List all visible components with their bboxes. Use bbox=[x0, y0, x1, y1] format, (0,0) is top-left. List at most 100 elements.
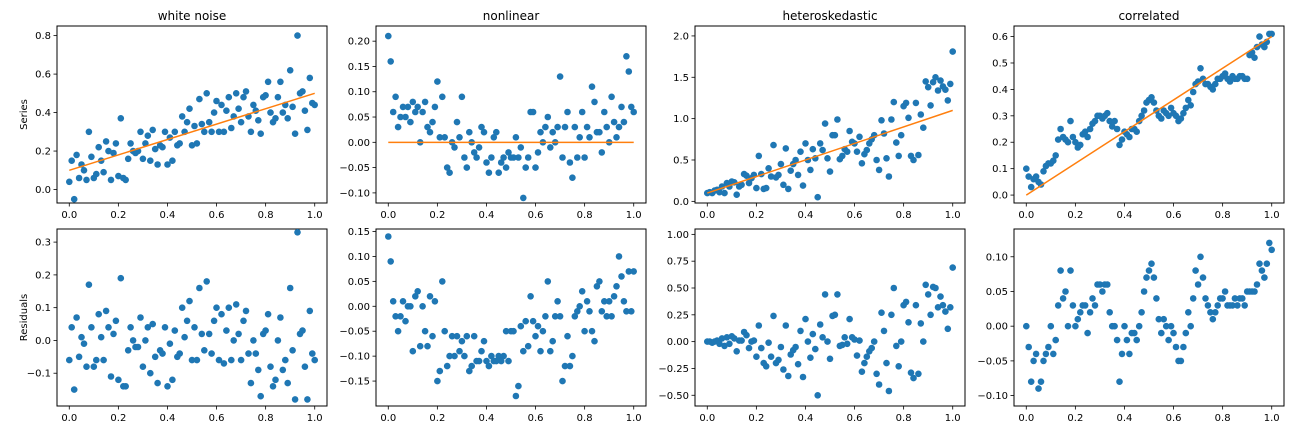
y-tick-label: 1.00 bbox=[667, 230, 689, 241]
scatter-point bbox=[210, 317, 218, 325]
scatter-point bbox=[178, 113, 186, 120]
scatter-point bbox=[1111, 117, 1118, 125]
scatter-point bbox=[532, 164, 539, 171]
scatter-point bbox=[272, 376, 279, 384]
scatter-point bbox=[618, 273, 625, 280]
scatter-point bbox=[193, 356, 201, 364]
x-tick-label: 1.0 bbox=[1264, 413, 1280, 424]
fit-line bbox=[1025, 35, 1273, 196]
scatter-point bbox=[279, 109, 287, 116]
scatter-point bbox=[1197, 253, 1204, 261]
scatter-points bbox=[1023, 239, 1275, 392]
scatter-point bbox=[147, 157, 154, 164]
scatter-point bbox=[169, 376, 176, 384]
scatter-point bbox=[1170, 329, 1177, 337]
scatter-point bbox=[1084, 133, 1091, 141]
scatter-point bbox=[80, 167, 88, 174]
scatter-point bbox=[1194, 281, 1202, 288]
scatter-point bbox=[107, 176, 115, 184]
scatter-point bbox=[1054, 302, 1062, 309]
scatter-point bbox=[875, 166, 883, 174]
scatter-point bbox=[1150, 274, 1158, 281]
scatter-point bbox=[885, 387, 893, 395]
scatter-point bbox=[917, 320, 925, 327]
subplot-4: 0.0 0.2 0.4 0.6 0.8 1.0 0.0 0.1 0.2 0.3 0.4 0.5 0.6 c… bbox=[992, 9, 1285, 221]
scatter-point bbox=[878, 309, 885, 317]
scatter-point bbox=[262, 327, 269, 334]
scatter-point bbox=[1050, 350, 1057, 358]
scatter-point bbox=[574, 308, 581, 315]
scatter-point bbox=[93, 170, 100, 178]
scatter-point bbox=[762, 363, 770, 370]
scatter-point bbox=[843, 148, 851, 155]
scatter-point bbox=[176, 140, 183, 147]
scatter-point bbox=[738, 181, 745, 189]
scatter-point bbox=[237, 356, 245, 364]
scatter-point bbox=[208, 128, 215, 136]
scatter-point bbox=[139, 363, 147, 371]
scatter-point bbox=[394, 123, 402, 131]
x-tick-label: 0.4 bbox=[479, 413, 495, 424]
scatter-point bbox=[547, 347, 554, 355]
scatter-point bbox=[1148, 94, 1155, 101]
x-tick-label: 0.6 bbox=[528, 210, 544, 221]
scatter-point bbox=[841, 334, 848, 341]
scatter-point bbox=[171, 327, 179, 334]
scatter-point bbox=[922, 281, 929, 289]
scatter-point bbox=[1180, 343, 1187, 351]
scatter-point bbox=[1243, 75, 1251, 83]
scatter-point bbox=[267, 109, 274, 116]
scatter-point bbox=[856, 337, 863, 344]
scatter-point bbox=[1140, 107, 1148, 114]
scatter-point bbox=[834, 116, 841, 123]
scatter-point bbox=[66, 356, 73, 364]
scatter-point bbox=[922, 78, 929, 85]
y-tick-label: 0.15 bbox=[348, 62, 370, 73]
scatter-point bbox=[1172, 112, 1180, 120]
scatter-point bbox=[205, 330, 213, 338]
scatter-point bbox=[777, 160, 785, 168]
scatter-point bbox=[556, 313, 564, 320]
scatter-point bbox=[1199, 274, 1207, 281]
scatter-point bbox=[480, 128, 488, 136]
scatter-point bbox=[299, 88, 306, 95]
scatter-point bbox=[596, 128, 603, 136]
scatter-point bbox=[1121, 322, 1128, 330]
scatter-point bbox=[549, 337, 556, 345]
scatter-point bbox=[625, 268, 633, 275]
scatter-point bbox=[775, 356, 782, 364]
scatter-point bbox=[284, 115, 292, 122]
scatter-point bbox=[1135, 322, 1143, 330]
scatter-point bbox=[620, 118, 628, 126]
scatter-point bbox=[468, 362, 476, 370]
scatter-point bbox=[286, 284, 294, 292]
scatter-point bbox=[765, 165, 772, 172]
y-tick-label: 0.3 bbox=[992, 111, 1008, 122]
scatter-point bbox=[1133, 336, 1140, 344]
scatter-point bbox=[895, 363, 902, 370]
scatter-point bbox=[431, 103, 439, 111]
scatter-point bbox=[144, 132, 152, 139]
subplot-5: 0.0 0.2 0.4 0.6 0.8 1.0 −0.1 0.0 0.1 0.2 0.3 Residu… bbox=[19, 228, 328, 424]
scatter-point bbox=[620, 298, 628, 305]
scatter-point bbox=[1140, 288, 1148, 295]
scatter-point bbox=[905, 319, 912, 326]
scatter-point bbox=[1081, 128, 1089, 135]
scatter-point bbox=[610, 293, 618, 300]
scatter-point bbox=[856, 133, 863, 141]
scatter-point bbox=[1118, 136, 1126, 143]
scatter-point bbox=[1104, 109, 1111, 117]
scatter-point bbox=[1052, 336, 1059, 344]
scatter-point bbox=[304, 396, 311, 403]
scatter-point bbox=[897, 131, 905, 139]
scatter-point bbox=[196, 284, 203, 292]
scatter-point bbox=[85, 281, 93, 289]
y-tick-label: −0.10 bbox=[339, 188, 370, 199]
scatter-point bbox=[846, 315, 853, 323]
scatter-point bbox=[826, 355, 834, 363]
scatter-point bbox=[888, 116, 895, 123]
scatter-point bbox=[807, 354, 814, 362]
scatter-point bbox=[902, 99, 910, 107]
panels: 0.0 0.2 0.4 0.6 0.8 1.0 0.0 0.2 0.4 0.6 0.8 white n… bbox=[19, 9, 1285, 424]
